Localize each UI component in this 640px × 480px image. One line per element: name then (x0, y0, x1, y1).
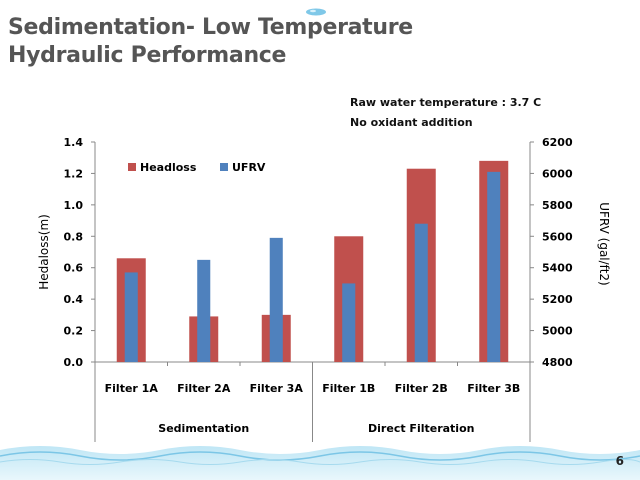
right-axis-tick-label: 5600 (542, 230, 573, 243)
category-label: Filter 3B (467, 382, 520, 395)
ufrv-bar (124, 272, 138, 362)
slide-title-line-1: Sedimentation- Low Temperature (8, 15, 413, 40)
right-axis-tick-label: 6000 (542, 167, 573, 180)
right-axis-tick-label: 5800 (542, 199, 573, 212)
category-label: Filter 1B (322, 382, 375, 395)
left-axis-tick-label: 0.8 (64, 230, 84, 243)
left-axis-tick-label: 1.4 (64, 136, 84, 149)
category-label: Filter 3A (250, 382, 304, 395)
legend-label: Headloss (140, 161, 197, 174)
legend-swatch (128, 163, 136, 171)
left-axis-tick-label: 0.4 (64, 293, 84, 306)
page-number: 6 (615, 454, 624, 468)
right-axis-tick-label: 4800 (542, 356, 573, 369)
right-axis-tick-label: 5000 (542, 325, 573, 338)
y2-axis-title: UFRV (gal/ft2) (597, 202, 611, 285)
oxidant-note: No oxidant addition (350, 116, 473, 129)
group-label: Sedimentation (158, 422, 249, 435)
wave-footer (0, 446, 640, 480)
category-label: Filter 1A (105, 382, 159, 395)
slide-title: Sedimentation- Low Temperature Hydraulic… (8, 14, 413, 70)
y-axis-title: Hedaloss(m) (37, 214, 51, 290)
ufrv-bar (342, 283, 356, 362)
right-axis-tick-label: 5200 (542, 293, 573, 306)
legend-swatch (220, 163, 228, 171)
category-label: Filter 2A (177, 382, 231, 395)
left-axis-tick-label: 0.6 (64, 262, 84, 275)
water-drop-logo (306, 8, 326, 16)
ufrv-bar (487, 171, 501, 362)
right-axis-tick-label: 6200 (542, 136, 573, 149)
slide-title-line-2: Hydraulic Performance (8, 43, 287, 68)
raw-water-note: Raw water temperature : 3.7 C (350, 96, 542, 109)
ufrv-bar (269, 237, 283, 362)
left-axis-tick-label: 1.0 (64, 199, 84, 212)
right-axis-tick-label: 5400 (542, 262, 573, 275)
ufrv-bar (414, 223, 428, 362)
legend-label: UFRV (232, 161, 266, 174)
left-axis-tick-label: 1.2 (64, 167, 84, 180)
ufrv-bar (197, 259, 211, 362)
group-label: Direct Filteration (368, 422, 474, 435)
category-label: Filter 2B (395, 382, 448, 395)
left-axis-tick-label: 0.0 (64, 356, 84, 369)
left-axis-tick-label: 0.2 (64, 325, 84, 338)
